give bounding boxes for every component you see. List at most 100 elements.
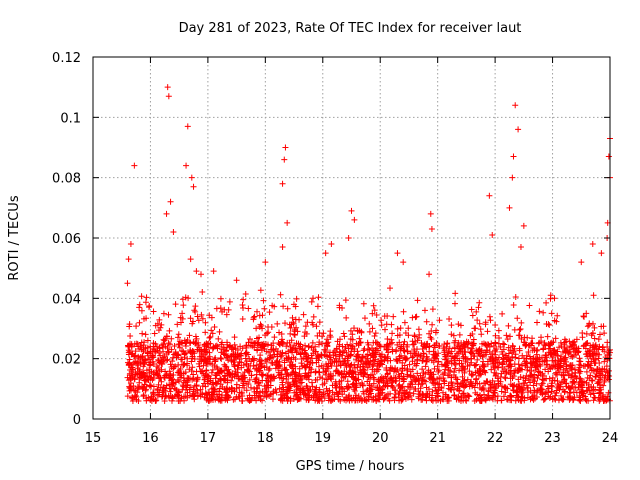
data-point xyxy=(412,314,419,321)
data-point xyxy=(382,354,389,361)
data-point xyxy=(515,355,522,362)
data-point xyxy=(257,321,264,328)
data-point xyxy=(410,390,417,397)
data-point xyxy=(378,317,385,324)
data-point xyxy=(404,365,411,372)
chart-title: Day 281 of 2023, Rate Of TEC Index for r… xyxy=(179,21,522,36)
data-point xyxy=(245,351,252,358)
data-point xyxy=(186,386,193,393)
data-point xyxy=(487,317,494,324)
data-point xyxy=(576,397,583,404)
data-point xyxy=(558,379,565,386)
data-point xyxy=(542,395,549,402)
data-point xyxy=(540,309,547,316)
data-point xyxy=(551,347,558,354)
x-tick-label: 16 xyxy=(142,431,159,446)
data-point xyxy=(170,364,177,371)
data-point xyxy=(529,395,536,402)
data-point xyxy=(510,153,517,160)
data-point xyxy=(464,376,471,383)
data-point xyxy=(212,379,219,386)
data-point xyxy=(554,312,561,319)
data-point xyxy=(238,359,245,366)
data-point xyxy=(202,343,209,350)
data-point xyxy=(583,368,590,375)
data-point xyxy=(581,342,588,349)
data-point xyxy=(247,384,254,391)
data-point xyxy=(169,354,176,361)
data-point xyxy=(135,362,142,369)
data-point xyxy=(568,366,575,373)
data-point xyxy=(455,393,462,400)
data-point xyxy=(155,356,162,363)
data-point xyxy=(491,389,498,396)
y-tick-label: 0.02 xyxy=(52,353,81,368)
data-point xyxy=(347,367,354,374)
data-point xyxy=(181,337,188,344)
data-point xyxy=(286,362,293,369)
data-point xyxy=(561,376,568,383)
data-point xyxy=(600,382,607,389)
data-point xyxy=(324,365,331,372)
data-point xyxy=(435,368,442,375)
data-point xyxy=(185,295,192,302)
data-point xyxy=(287,324,294,331)
data-point xyxy=(361,315,368,322)
data-point xyxy=(176,378,183,385)
data-point xyxy=(213,342,220,349)
data-point xyxy=(567,384,574,391)
data-point xyxy=(392,348,399,355)
data-point xyxy=(578,381,585,388)
data-point xyxy=(527,387,534,394)
data-point xyxy=(124,280,131,287)
data-point xyxy=(204,348,211,355)
data-point xyxy=(497,378,504,385)
data-point xyxy=(472,369,479,376)
data-point xyxy=(498,370,505,377)
data-point xyxy=(372,330,379,337)
data-point xyxy=(591,324,598,331)
data-point xyxy=(313,359,320,366)
data-point xyxy=(474,317,481,324)
data-point xyxy=(231,359,238,366)
data-point xyxy=(349,331,356,338)
data-point xyxy=(135,368,142,375)
data-point xyxy=(563,361,570,368)
data-point xyxy=(325,393,332,400)
data-point xyxy=(243,361,250,368)
data-point xyxy=(472,389,479,396)
data-point xyxy=(177,314,184,321)
data-point xyxy=(575,367,582,374)
data-point xyxy=(257,396,264,403)
data-point xyxy=(162,343,169,350)
data-point xyxy=(444,372,451,379)
data-point xyxy=(531,392,538,399)
data-point xyxy=(209,330,216,337)
data-point xyxy=(253,335,260,342)
data-point xyxy=(327,397,334,404)
data-point xyxy=(241,374,248,381)
data-point xyxy=(312,343,319,350)
data-point xyxy=(491,381,498,388)
x-axis-label: GPS time / hours xyxy=(296,459,405,474)
data-point xyxy=(518,362,525,369)
data-point xyxy=(370,361,377,368)
data-point xyxy=(464,392,471,399)
data-point xyxy=(527,371,534,378)
data-point xyxy=(172,350,179,357)
data-point xyxy=(590,292,597,299)
data-point xyxy=(229,385,236,392)
data-point xyxy=(442,362,449,369)
data-point xyxy=(603,363,610,370)
data-point xyxy=(538,386,545,393)
data-point xyxy=(168,346,175,353)
data-point xyxy=(193,268,200,275)
data-point xyxy=(274,353,281,360)
data-point xyxy=(160,356,167,363)
data-point xyxy=(246,335,253,342)
data-point xyxy=(330,372,337,379)
data-point xyxy=(548,310,555,317)
data-point xyxy=(463,397,470,404)
data-point xyxy=(438,361,445,368)
data-point xyxy=(187,256,194,263)
